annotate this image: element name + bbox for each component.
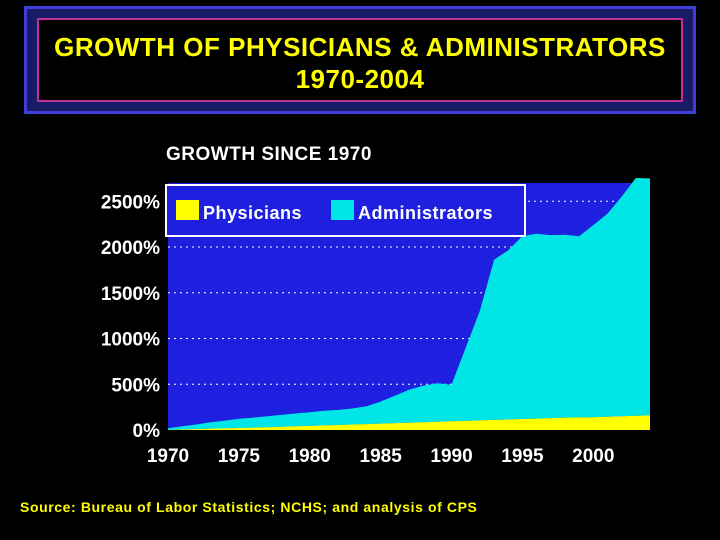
y-tick-label: 1500%	[101, 284, 160, 305]
x-tick-label: 1975	[218, 446, 261, 467]
x-tick-label: 1990	[430, 446, 472, 467]
chart-subtitle: GROWTH SINCE 1970	[166, 144, 372, 165]
legend: Physicians Administrators	[165, 184, 526, 237]
y-tick-label: 0%	[133, 421, 161, 442]
legend-swatch-administrators	[331, 200, 354, 220]
legend-label-administrators: Administrators	[358, 203, 493, 223]
legend-label-physicians: Physicians	[203, 203, 302, 223]
legend-swatch-physicians	[176, 200, 199, 220]
title-line-2: 1970-2004	[295, 64, 425, 94]
x-axis-ticks: 1970 1975 1980 1985 1990 1995 2000	[147, 446, 615, 467]
source-note: Source: Bureau of Labor Statistics; NCHS…	[20, 499, 478, 515]
y-tick-label: 500%	[111, 375, 160, 396]
y-tick-label: 2000%	[101, 238, 160, 259]
title-banner: GROWTH OF PHYSICIANS & ADMINISTRATORS 19…	[24, 6, 696, 114]
series-area-administrators	[168, 178, 650, 430]
x-tick-label: 1980	[289, 446, 331, 467]
y-axis-ticks: 0% 500% 1000% 1500% 2000% 2500%	[101, 192, 160, 442]
y-tick-label: 2500%	[101, 192, 160, 213]
series-area-physicians	[168, 415, 650, 430]
y-tick-label: 1000%	[101, 330, 160, 351]
x-tick-label: 1985	[360, 446, 403, 467]
title-inner-frame: GROWTH OF PHYSICIANS & ADMINISTRATORS 19…	[37, 18, 683, 102]
x-tick-label: 1970	[147, 446, 189, 467]
title-line-1: GROWTH OF PHYSICIANS & ADMINISTRATORS	[54, 32, 666, 62]
x-tick-label: 2000	[572, 446, 614, 467]
x-tick-label: 1995	[501, 446, 544, 467]
